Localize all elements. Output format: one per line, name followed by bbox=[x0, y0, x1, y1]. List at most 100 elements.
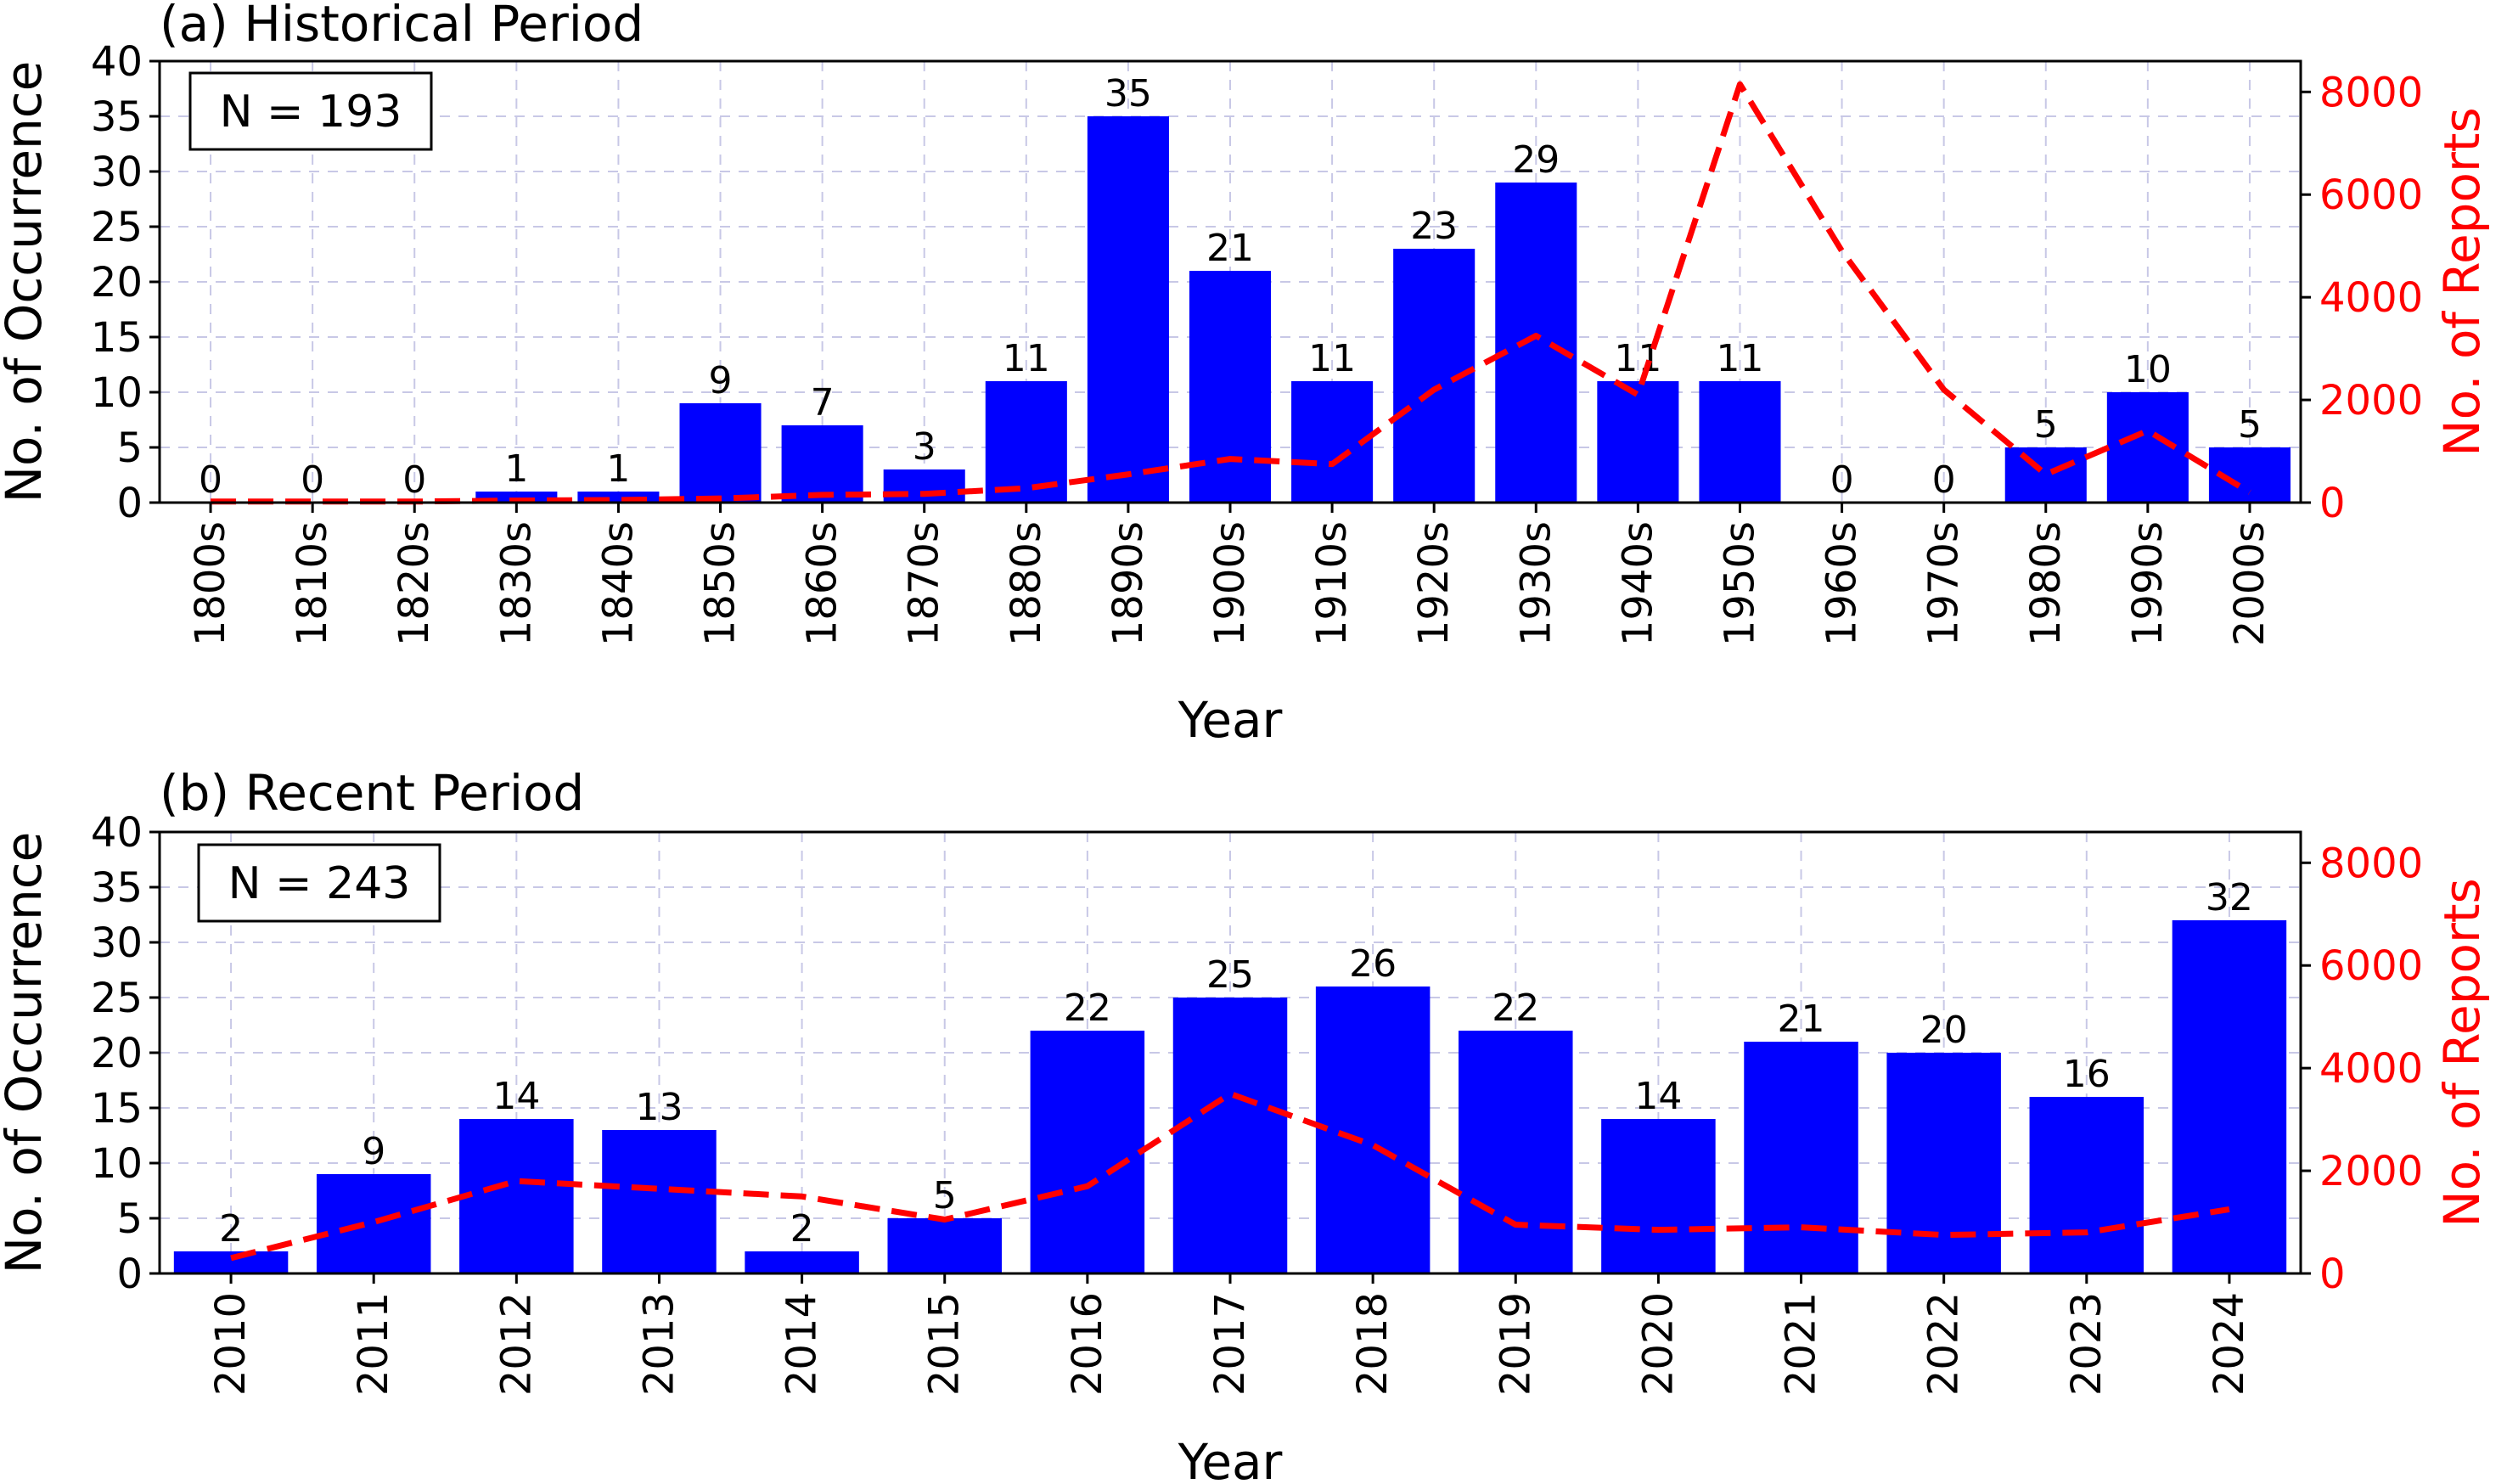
bar-value-label: 3 bbox=[913, 425, 936, 469]
x-tick-label: 1810s bbox=[289, 521, 336, 646]
bar-1940s bbox=[1597, 381, 1679, 503]
y2-axis-label: No. of Reports bbox=[2433, 107, 2491, 457]
y-tick-label: 20 bbox=[91, 259, 143, 306]
bar-value-label: 2 bbox=[790, 1207, 814, 1251]
bar-2014 bbox=[745, 1251, 859, 1273]
y-tick-label: 30 bbox=[91, 149, 143, 196]
y2-tick-label: 6000 bbox=[2319, 942, 2423, 990]
bar-2015 bbox=[887, 1218, 1002, 1273]
x-tick-label: 1800s bbox=[187, 521, 234, 646]
bar-value-label: 5 bbox=[933, 1174, 957, 1217]
x-tick-label: 2017 bbox=[1206, 1292, 1254, 1396]
y-tick-label: 15 bbox=[91, 1085, 143, 1133]
x-tick-label: 2023 bbox=[2063, 1292, 2111, 1396]
x-tick-label: 2024 bbox=[2206, 1292, 2253, 1396]
bar-value-label: 0 bbox=[402, 458, 426, 502]
bar-value-label: 26 bbox=[1349, 942, 1397, 986]
x-axis-label: Year bbox=[1178, 691, 1283, 749]
bar-value-label: 0 bbox=[199, 458, 222, 502]
n-annotation: N = 243 bbox=[228, 858, 411, 909]
bar-2011 bbox=[316, 1174, 431, 1273]
bar-value-label: 32 bbox=[2206, 876, 2253, 919]
bar-value-label: 20 bbox=[1920, 1009, 1968, 1052]
x-tick-label: 1960s bbox=[1818, 521, 1866, 646]
y-axis-label: No. of Occurrence bbox=[0, 832, 53, 1274]
n-annotation: N = 193 bbox=[220, 87, 402, 138]
y-tick-label: 5 bbox=[116, 1195, 143, 1243]
x-tick-label: 1900s bbox=[1206, 521, 1254, 646]
bar-2022 bbox=[1886, 1053, 2001, 1273]
y2-tick-label: 6000 bbox=[2319, 171, 2423, 219]
bar-1860s bbox=[781, 425, 863, 503]
bar-value-label: 7 bbox=[811, 381, 835, 424]
x-tick-label: 1820s bbox=[391, 521, 438, 646]
x-tick-label: 1840s bbox=[594, 521, 642, 646]
y-tick-label: 25 bbox=[91, 204, 143, 251]
x-tick-label: 2012 bbox=[492, 1292, 540, 1396]
x-tick-label: 2011 bbox=[350, 1292, 397, 1396]
bar-value-label: 25 bbox=[1206, 953, 1254, 997]
bar-1930s bbox=[1495, 183, 1577, 503]
bar-2019 bbox=[1459, 1031, 1573, 1273]
x-tick-label: 1850s bbox=[697, 521, 745, 646]
y-tick-label: 0 bbox=[116, 1251, 143, 1298]
bar-value-label: 13 bbox=[635, 1086, 683, 1129]
bar-1850s bbox=[679, 403, 762, 503]
y-tick-label: 40 bbox=[91, 809, 143, 857]
bar-1980s bbox=[2004, 447, 2087, 503]
bar-value-label: 21 bbox=[1206, 227, 1254, 270]
x-tick-label: 1870s bbox=[901, 521, 948, 646]
x-tick-label: 1980s bbox=[2022, 521, 2070, 646]
y2-tick-label: 8000 bbox=[2319, 840, 2423, 887]
bar-value-label: 14 bbox=[492, 1075, 540, 1118]
bar-2017 bbox=[1172, 998, 1288, 1273]
bar-value-label: 11 bbox=[1003, 337, 1050, 380]
bar-2020 bbox=[1601, 1119, 1716, 1273]
panel-title: (b) Recent Period bbox=[160, 764, 584, 822]
n-annotation-box bbox=[188, 71, 433, 151]
y-tick-label: 35 bbox=[91, 93, 143, 141]
bar-value-label: 14 bbox=[1634, 1075, 1682, 1118]
bar-1890s bbox=[1087, 116, 1169, 503]
bar-2023 bbox=[2029, 1097, 2144, 1273]
x-tick-label: 2018 bbox=[1349, 1292, 1397, 1396]
bar-value-label: 0 bbox=[1932, 458, 1956, 502]
bar-value-label: 0 bbox=[301, 458, 324, 502]
y-tick-label: 20 bbox=[91, 1030, 143, 1077]
bar-value-label: 5 bbox=[2238, 403, 2262, 447]
x-tick-label: 2016 bbox=[1064, 1292, 1111, 1396]
y2-axis-label: No. of Reports bbox=[2433, 878, 2491, 1228]
bar-value-label: 5 bbox=[2034, 403, 2058, 447]
x-tick-label: 1970s bbox=[1920, 521, 1968, 646]
n-annotation-box bbox=[197, 843, 441, 923]
y-tick-label: 35 bbox=[91, 864, 143, 912]
y-tick-label: 10 bbox=[91, 369, 143, 417]
bar-2012 bbox=[459, 1119, 574, 1273]
x-tick-label: 2019 bbox=[1492, 1292, 1539, 1396]
x-tick-label: 2021 bbox=[1778, 1292, 1825, 1396]
panel-title: (a) Historical Period bbox=[160, 0, 644, 53]
x-tick-label: 1990s bbox=[2124, 521, 2172, 646]
x-tick-label: 2000s bbox=[2226, 521, 2274, 646]
x-tick-label: 2022 bbox=[1920, 1292, 1968, 1396]
bar-1950s bbox=[1699, 381, 1781, 503]
bar-1900s bbox=[1189, 271, 1272, 503]
y-tick-label: 30 bbox=[91, 919, 143, 967]
bar-2010 bbox=[173, 1251, 289, 1273]
y2-tick-label: 2000 bbox=[2319, 377, 2423, 424]
bar-2021 bbox=[1744, 1042, 1858, 1273]
bar-2018 bbox=[1315, 987, 1431, 1273]
y2-tick-label: 8000 bbox=[2319, 69, 2423, 116]
bar-value-label: 9 bbox=[709, 359, 733, 402]
bar-value-label: 22 bbox=[1492, 987, 1539, 1030]
bar-value-label: 16 bbox=[2063, 1053, 2111, 1096]
bar-value-label: 0 bbox=[1830, 458, 1854, 502]
bar-value-label: 10 bbox=[2124, 348, 2172, 391]
y2-tick-label: 0 bbox=[2319, 1251, 2346, 1298]
bar-2024 bbox=[2172, 920, 2287, 1273]
reports-line bbox=[211, 81, 2251, 505]
bar-value-label: 9 bbox=[362, 1130, 385, 1173]
y2-tick-label: 4000 bbox=[2319, 274, 2423, 322]
